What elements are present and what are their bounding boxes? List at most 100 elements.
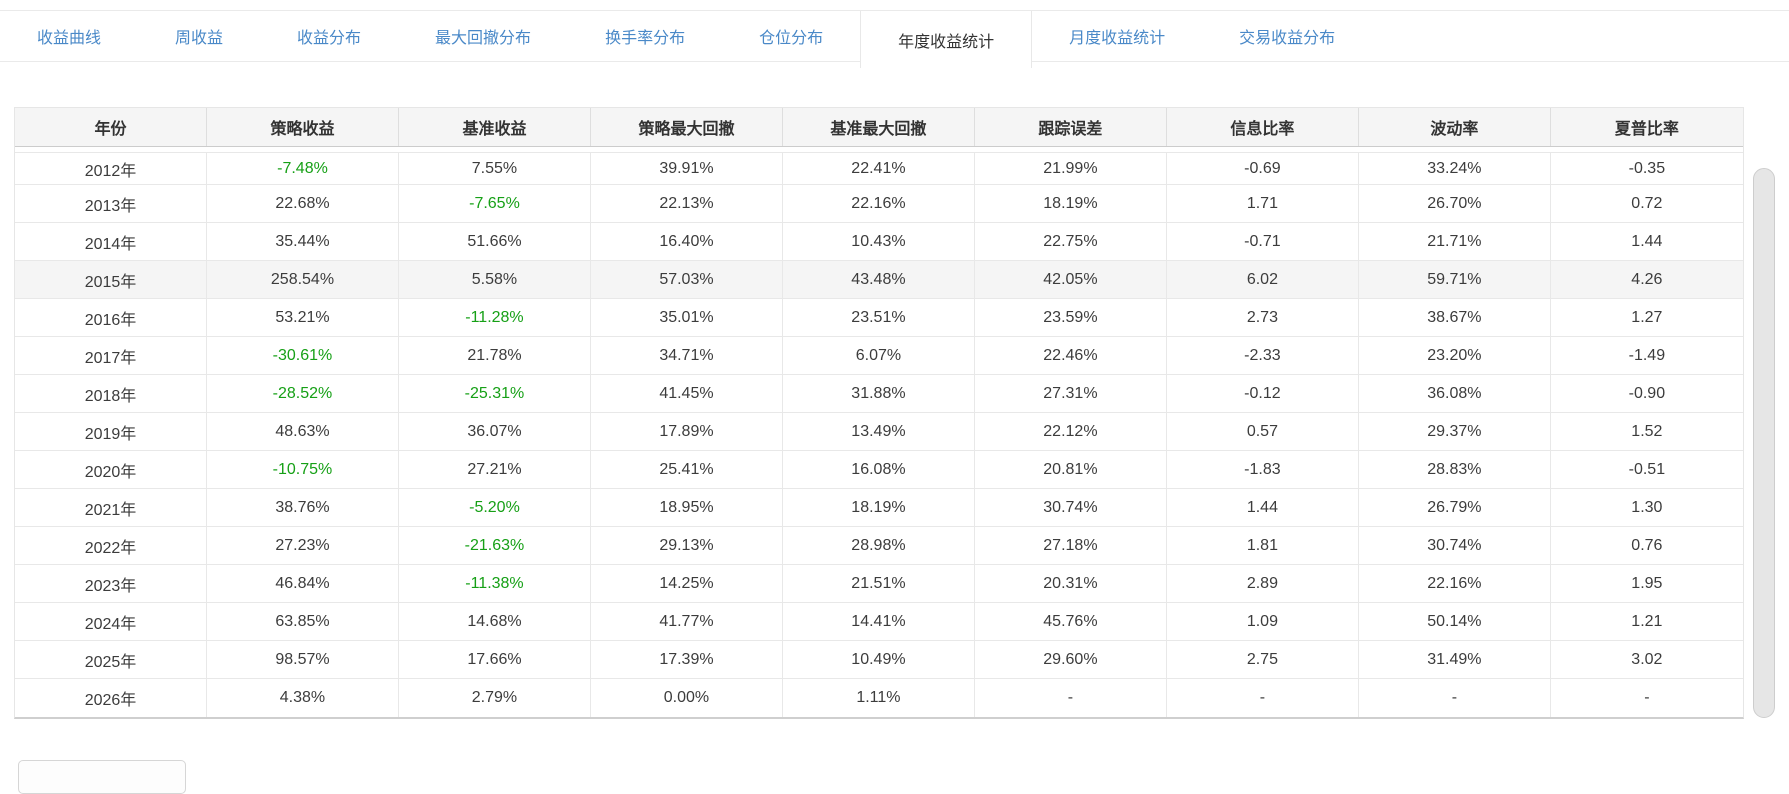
value-cell: 26.70% <box>1359 185 1551 222</box>
partial-bottom-button[interactable] <box>18 760 186 794</box>
value-cell: 22.12% <box>975 413 1167 450</box>
year-cell: 2015年 <box>15 261 207 298</box>
value-cell: 20.31% <box>975 565 1167 602</box>
table-body: 2012年 -7.48% 7.55% 39.91% 22.41% 21.99% -0.69 3… <box>15 147 1743 717</box>
value-cell: 20.81% <box>975 451 1167 488</box>
value-cell: 6.07% <box>783 337 975 374</box>
value-cell: 29.37% <box>1359 413 1551 450</box>
value-cell: 38.76% <box>207 489 399 526</box>
value-cell: 22.75% <box>975 223 1167 260</box>
value-cell: 2.79% <box>399 679 591 717</box>
value-cell: 48.63% <box>207 413 399 450</box>
value-cell: 4.38% <box>207 679 399 717</box>
table-header-row: 年份 策略收益 基准收益 策略最大回撤 基准最大回撤 跟踪误差 信息比率 波动率 夏普比率 <box>15 107 1743 147</box>
value-cell: 26.79% <box>1359 489 1551 526</box>
value-cell: 18.19% <box>975 185 1167 222</box>
value-cell: 22.41% <box>783 153 975 184</box>
year-cell: 2013年 <box>15 185 207 222</box>
tab-max-drawdown-distribution[interactable]: 最大回撤分布 <box>435 30 532 47</box>
value-cell: 18.19% <box>783 489 975 526</box>
year-cell: 2023年 <box>15 565 207 602</box>
value-cell: 25.41% <box>591 451 783 488</box>
value-cell: 31.49% <box>1359 641 1551 678</box>
value-cell: 22.13% <box>591 185 783 222</box>
value-cell: 28.83% <box>1359 451 1551 488</box>
value-cell: 1.30 <box>1631 498 1663 516</box>
value-cell: 0.00% <box>591 679 783 717</box>
year-cell: 2022年 <box>15 527 207 564</box>
tab-annual-return-stats[interactable]: 年度收益统计 <box>860 11 1033 68</box>
value-cell: -1.49 <box>1628 346 1666 364</box>
value-cell: 45.76% <box>975 603 1167 640</box>
value-cell: 1.52 <box>1631 422 1663 440</box>
value-cell: 29.60% <box>975 641 1167 678</box>
tab-trade-return-distribution[interactable]: 交易收益分布 <box>1239 30 1336 47</box>
value-cell: 0.72 <box>1631 194 1663 212</box>
value-cell: -11.38% <box>399 565 591 602</box>
year-cell: 2018年 <box>15 375 207 412</box>
year-cell: 2026年 <box>15 679 207 717</box>
table-row: 2022年 27.23% -21.63% 29.13% 28.98% 27.18% 1.81… <box>15 527 1743 565</box>
value-cell: 28.98% <box>783 527 975 564</box>
value-cell: 21.99% <box>975 153 1167 184</box>
tab-return-distribution[interactable]: 收益分布 <box>297 30 362 47</box>
value-cell: 59.71% <box>1359 261 1551 298</box>
header-cell: 跟踪误差 <box>975 108 1167 146</box>
vertical-scrollbar-thumb[interactable] <box>1753 168 1775 718</box>
value-cell: 6.02 <box>1167 261 1359 298</box>
table-row: 2016年 53.21% -11.28% 35.01% 23.51% 23.59% 2.73… <box>15 299 1743 337</box>
value-cell: 1.21 <box>1631 612 1663 630</box>
table-row: 2015年 258.54% 5.58% 57.03% 43.48% 42.05% 6.02 5… <box>15 261 1743 299</box>
value-cell: -28.52% <box>207 375 399 412</box>
table-row: 2021年 38.76% -5.20% 18.95% 18.19% 30.74% 1.44 2… <box>15 489 1743 527</box>
table-row: 2014年 35.44% 51.66% 16.40% 10.43% 22.75% -0.71… <box>15 223 1743 261</box>
header-cell: 基准收益 <box>399 108 591 146</box>
value-cell: 98.57% <box>207 641 399 678</box>
table-row: 2020年 -10.75% 27.21% 25.41% 16.08% 20.81% -1.8… <box>15 451 1743 489</box>
tab-turnover-distribution[interactable]: 换手率分布 <box>605 30 686 47</box>
value-cell: 17.39% <box>591 641 783 678</box>
tab-return-curve[interactable]: 收益曲线 <box>37 30 102 47</box>
tab-position-distribution[interactable]: 仓位分布 <box>759 30 824 47</box>
value-cell: -1.83 <box>1167 451 1359 488</box>
value-cell: 7.55% <box>399 153 591 184</box>
value-cell: 16.08% <box>783 451 975 488</box>
value-cell: 21.78% <box>399 337 591 374</box>
value-cell: 1.09 <box>1167 603 1359 640</box>
value-cell: 23.59% <box>975 299 1167 336</box>
value-cell: 29.13% <box>591 527 783 564</box>
year-cell: 2012年 <box>15 153 207 184</box>
value-cell: 23.20% <box>1359 337 1551 374</box>
value-cell: 27.23% <box>207 527 399 564</box>
value-cell: 1.27 <box>1631 308 1663 326</box>
value-cell: -5.20% <box>399 489 591 526</box>
value-cell: 42.05% <box>975 261 1167 298</box>
header-cell: 策略收益 <box>207 108 399 146</box>
value-cell: 1.11% <box>783 679 975 717</box>
value-cell: -30.61% <box>207 337 399 374</box>
value-cell: -0.69 <box>1167 153 1359 184</box>
value-cell: 0.76 <box>1631 536 1663 554</box>
value-cell: 0.57 <box>1167 413 1359 450</box>
value-cell: 2.75 <box>1167 641 1359 678</box>
value-cell: 50.14% <box>1359 603 1551 640</box>
value-cell: 4.26 <box>1631 270 1663 288</box>
value-cell: -0.35 <box>1628 159 1666 177</box>
table-row: 2026年 4.38% 2.79% 0.00% 1.11% - - - - <box>15 679 1743 717</box>
value-cell: 33.24% <box>1359 153 1551 184</box>
value-cell: 17.66% <box>399 641 591 678</box>
value-cell: 34.71% <box>591 337 783 374</box>
value-cell: 41.45% <box>591 375 783 412</box>
value-cell: 23.51% <box>783 299 975 336</box>
value-cell: 27.31% <box>975 375 1167 412</box>
value-cell: -11.28% <box>399 299 591 336</box>
header-cell: 策略最大回撤 <box>591 108 783 146</box>
table-row: 2023年 46.84% -11.38% 14.25% 21.51% 20.31% 2.89… <box>15 565 1743 603</box>
value-cell: 36.07% <box>399 413 591 450</box>
tab-monthly-return-stats[interactable]: 月度收益统计 <box>1069 30 1166 47</box>
tab-weekly-return[interactable]: 周收益 <box>175 30 224 47</box>
value-cell: 35.01% <box>591 299 783 336</box>
table-row: 2013年 22.68% -7.65% 22.13% 22.16% 18.19% 1.71 2… <box>15 185 1743 223</box>
value-cell: 2.73 <box>1167 299 1359 336</box>
header-cell: 夏普比率 <box>1614 121 1679 138</box>
